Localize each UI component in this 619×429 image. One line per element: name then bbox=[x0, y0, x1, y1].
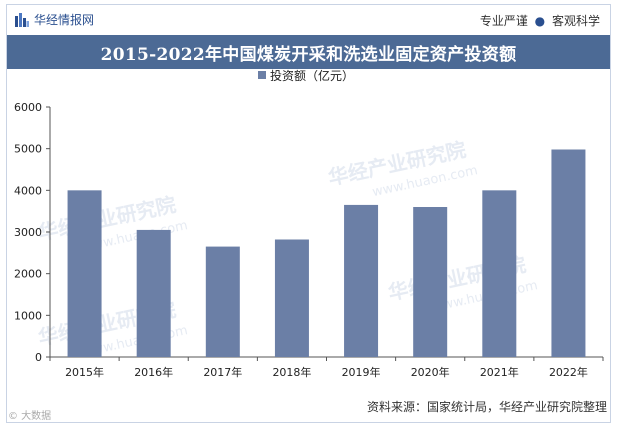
legend-swatch bbox=[258, 71, 266, 79]
bar bbox=[274, 239, 309, 357]
y-tick-label: 1000 bbox=[14, 309, 42, 322]
y-tick-label: 4000 bbox=[14, 184, 42, 197]
bar bbox=[482, 190, 517, 357]
x-tick-label: 2022年 bbox=[549, 365, 588, 379]
bar bbox=[205, 246, 240, 357]
y-tick-label: 0 bbox=[35, 351, 42, 364]
y-tick-label: 6000 bbox=[14, 101, 42, 114]
x-tick-label: 2021年 bbox=[480, 365, 519, 379]
tagline-left: 专业严谨 bbox=[479, 14, 528, 28]
x-tick-label: 2019年 bbox=[342, 365, 381, 379]
legend-label: 投资额（亿元） bbox=[270, 68, 354, 83]
chart-title: 2015-2022年中国煤炭开采和洗选业固定资产投资额 bbox=[7, 35, 610, 69]
x-tick-label: 2018年 bbox=[272, 365, 311, 379]
tagline-right: 客观科学 bbox=[551, 14, 600, 28]
corner-mark: © 大数据 bbox=[8, 411, 52, 422]
x-tick-label: 2017年 bbox=[203, 365, 242, 379]
y-tick-label: 3000 bbox=[14, 226, 42, 239]
header-bar: 华经情报网 专业严谨 ● 客观科学 bbox=[7, 5, 610, 35]
bar bbox=[344, 204, 379, 357]
brand-logo-icon bbox=[15, 12, 29, 27]
tagline-separator: ● bbox=[534, 14, 546, 28]
brand-name: 华经情报网 bbox=[34, 13, 95, 27]
x-tick-label: 2016年 bbox=[134, 365, 173, 379]
tagline: 专业严谨 ● 客观科学 bbox=[480, 12, 600, 29]
y-tick-label: 2000 bbox=[14, 268, 42, 281]
bar bbox=[413, 207, 448, 357]
y-tick-label: 5000 bbox=[14, 143, 42, 156]
x-tick-label: 2015年 bbox=[65, 365, 104, 379]
bar bbox=[67, 190, 102, 357]
bar bbox=[136, 229, 171, 357]
bar bbox=[551, 149, 586, 357]
brand: 华经情报网 bbox=[15, 11, 94, 28]
source-note: 资料来源：国家统计局，华经产业研究院整理 bbox=[366, 400, 607, 414]
x-tick-label: 2020年 bbox=[411, 365, 450, 379]
